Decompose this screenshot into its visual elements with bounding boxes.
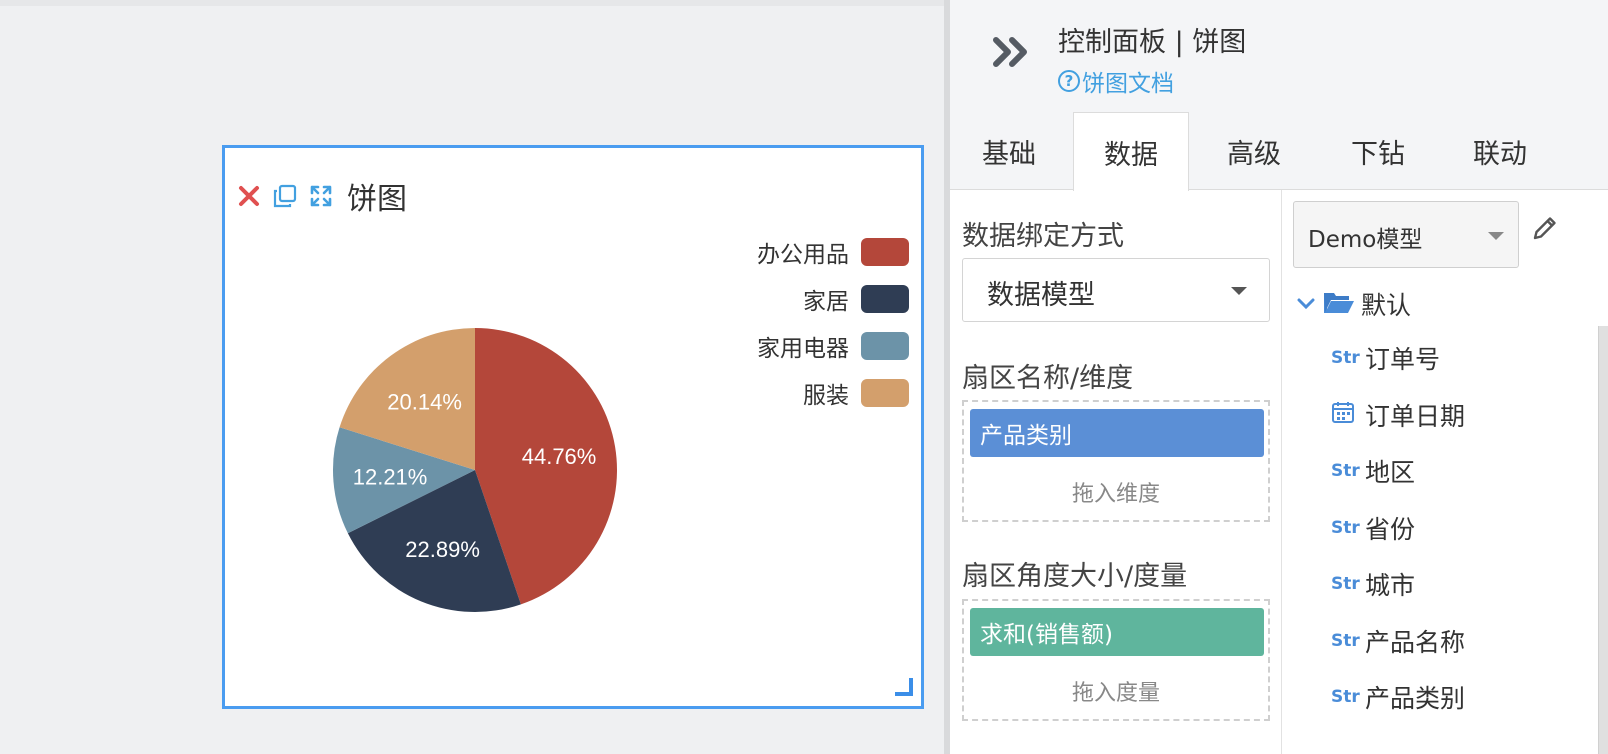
field-type-string: Str xyxy=(1331,461,1360,481)
binding-select-value: 数据模型 xyxy=(987,280,1095,311)
field-item[interactable]: Str 地区 xyxy=(1331,453,1415,489)
chart-legend: 办公用品家居家用电器服装 xyxy=(757,236,909,424)
dimension-chip[interactable]: 产品类别 xyxy=(970,409,1264,457)
model-select[interactable]: Demo模型 xyxy=(1293,201,1519,268)
widget-toolbar: 饼图 xyxy=(237,174,407,218)
legend-label: 办公用品 xyxy=(757,241,849,268)
legend-item[interactable]: 家居 xyxy=(757,283,909,315)
legend-item[interactable]: 家用电器 xyxy=(757,330,909,362)
dimension-label: 扇区名称/维度 xyxy=(962,363,1134,394)
pie-slice[interactable] xyxy=(339,328,475,470)
tree-root-label: 默认 xyxy=(1361,291,1412,320)
pencil-icon[interactable] xyxy=(1531,214,1559,246)
dashboard-canvas: 饼图 办公用品家居家用电器服装 44.76% 22.89% 12.21% 20.14% xyxy=(0,0,944,709)
field-label: 省份 xyxy=(1365,514,1416,544)
field-type-string: Str xyxy=(1331,517,1360,538)
close-icon[interactable] xyxy=(237,184,261,208)
tab-linkage[interactable]: 联动 xyxy=(1473,138,1527,170)
field-list: Demo模型 默认 Str 订单号 订单日期 Str 地区 Str 省份 Str 城市 Str 产品… xyxy=(1283,190,1608,754)
legend-label: 家用电器 xyxy=(757,335,849,362)
panel-header: 控制面板 | 饼图 ? 饼图文档 xyxy=(950,0,1608,112)
expand-icon[interactable] xyxy=(309,184,333,208)
panel-title: 控制面板 | 饼图 xyxy=(1058,27,1247,58)
folder-open-icon xyxy=(1324,293,1354,313)
legend-label: 服装 xyxy=(803,382,849,409)
field-type-string: Str xyxy=(1331,574,1360,594)
tree-root-default[interactable]: 默认 xyxy=(1297,286,1411,322)
model-select-value: Demo模型 xyxy=(1308,227,1423,253)
field-item[interactable]: Str 产品类别 xyxy=(1331,679,1465,715)
panel-splitter[interactable] xyxy=(944,0,950,754)
legend-item[interactable]: 办公用品 xyxy=(757,236,909,268)
pie-chart: 44.76% 22.89% 12.21% 20.14% xyxy=(333,328,617,612)
chevron-down-icon xyxy=(1231,287,1247,295)
dimension-drop-zone[interactable]: 产品类别 拖入维度 xyxy=(962,400,1270,522)
field-item[interactable]: Str 产品名称 xyxy=(1331,623,1465,659)
help-icon: ? xyxy=(1058,70,1080,92)
field-type-string: Str xyxy=(1331,687,1360,707)
pie-chart-widget[interactable]: 饼图 办公用品家居家用电器服装 44.76% 22.89% 12.21% 20.14% xyxy=(222,145,924,709)
collapse-panel-icon[interactable] xyxy=(990,34,1034,74)
canvas-top-strip xyxy=(0,0,944,6)
pie-slice-label: 12.21% xyxy=(353,465,428,490)
legend-swatch xyxy=(861,284,909,313)
pie-slice[interactable] xyxy=(347,470,521,612)
copy-icon[interactable] xyxy=(273,184,297,208)
doc-link-label: 饼图文档 xyxy=(1082,71,1174,97)
field-label: 产品类别 xyxy=(1365,684,1466,713)
field-label: 产品名称 xyxy=(1365,627,1466,657)
tab-data[interactable]: 数据 xyxy=(1073,112,1189,191)
measure-drop-hint: 拖入度量 xyxy=(1071,681,1160,706)
chevron-down-icon xyxy=(1297,298,1315,310)
field-type-string: Str xyxy=(1331,348,1360,368)
dimension-drop-hint: 拖入维度 xyxy=(1071,482,1160,507)
measure-chip[interactable]: 求和(销售额) xyxy=(970,608,1264,656)
field-label: 订单号 xyxy=(1365,345,1441,374)
legend-item[interactable]: 服装 xyxy=(757,377,909,409)
pie-slice-label: 44.76% xyxy=(522,444,597,469)
tab-basic[interactable]: 基础 xyxy=(982,138,1036,170)
field-label: 城市 xyxy=(1365,571,1416,600)
measure-label: 扇区角度大小/度量 xyxy=(962,561,1188,592)
pie-doc-link[interactable]: ? 饼图文档 xyxy=(1058,64,1174,98)
field-item[interactable]: Str 订单号 xyxy=(1331,340,1440,376)
legend-swatch xyxy=(861,237,909,266)
pie-slice[interactable] xyxy=(475,328,617,605)
tab-drilldown[interactable]: 下钻 xyxy=(1351,138,1405,170)
chevron-down-icon xyxy=(1488,232,1504,240)
calendar-icon xyxy=(1331,400,1359,429)
legend-swatch xyxy=(861,331,909,360)
panel-tabs: 基础 数据 高级 下钻 联动 xyxy=(950,112,1608,191)
binding-select[interactable]: 数据模型 xyxy=(962,258,1270,322)
binding-label: 数据绑定方式 xyxy=(962,221,1124,252)
field-item[interactable]: 订单日期 xyxy=(1331,397,1465,433)
pie-slice[interactable] xyxy=(333,427,475,534)
data-config: 数据绑定方式 数据模型 扇区名称/维度 产品类别 拖入维度 扇区角度大小/度量 … xyxy=(950,190,1282,754)
pie-slice-label: 20.14% xyxy=(387,389,462,414)
measure-drop-zone[interactable]: 求和(销售额) 拖入度量 xyxy=(962,599,1270,721)
field-type-string: Str xyxy=(1331,630,1360,651)
resize-handle[interactable] xyxy=(895,678,913,696)
legend-swatch xyxy=(861,378,909,407)
field-label: 订单日期 xyxy=(1365,401,1466,431)
tab-advanced[interactable]: 高级 xyxy=(1227,138,1281,170)
field-item[interactable]: Str 城市 xyxy=(1331,566,1415,602)
field-list-scrollbar[interactable] xyxy=(1598,326,1608,754)
control-panel: 控制面板 | 饼图 ? 饼图文档 基础 数据 高级 下钻 联动 数据绑定方式 数… xyxy=(950,0,1608,754)
field-item[interactable]: Str 省份 xyxy=(1331,510,1415,546)
field-label: 地区 xyxy=(1365,458,1416,487)
legend-label: 家居 xyxy=(803,288,849,315)
widget-title: 饼图 xyxy=(347,182,407,217)
pie-slice-label: 22.89% xyxy=(405,537,480,562)
